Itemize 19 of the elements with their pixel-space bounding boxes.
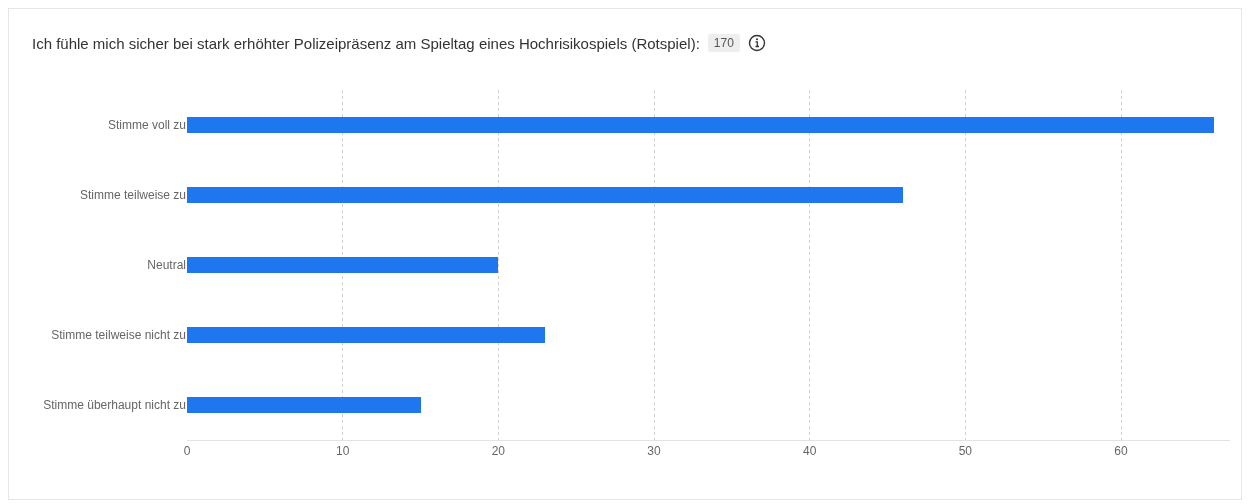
y-tick-label: Neutral <box>147 258 186 273</box>
x-tick-label: 0 <box>183 444 191 459</box>
bar <box>187 257 498 273</box>
x-tick-label: 20 <box>491 444 506 459</box>
bar <box>187 327 545 343</box>
y-tick-label: Stimme voll zu <box>107 118 186 133</box>
x-tick-label: 50 <box>958 444 973 459</box>
x-tick-label: 60 <box>1114 444 1129 459</box>
bar <box>187 117 1214 133</box>
bar <box>187 397 421 413</box>
y-tick-label: Stimme teilweise nicht zu <box>51 328 186 343</box>
chart-title: Ich fühle mich sicher bei stark erhöhter Polizeipräsenz am Spieltag eines Hochrisikospiels (Rotspiel): <box>32 34 700 52</box>
bar <box>187 187 903 203</box>
x-tick-label: 40 <box>803 444 817 459</box>
x-tick-label: 30 <box>647 444 661 459</box>
x-tick-label: 10 <box>335 444 350 459</box>
text: 170 <box>707 34 740 52</box>
y-tick-label: Stimme überhaupt nicht zu <box>43 398 186 413</box>
y-tick-label: Stimme teilweise zu <box>79 188 186 203</box>
